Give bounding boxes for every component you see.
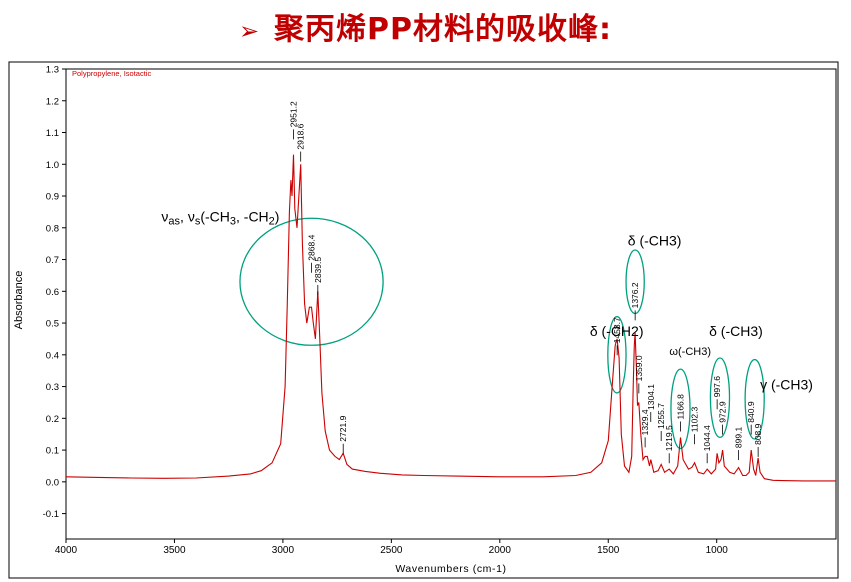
peak-label: 1102.3 (690, 407, 700, 433)
spectrum-line (65, 154, 836, 482)
peak-label: 997.6 (712, 376, 722, 398)
y-tick-label: 1.2 (46, 96, 59, 107)
y-tick-label: 0.0 (46, 477, 59, 488)
x-tick-label: 1500 (597, 545, 620, 556)
peak-label: 1166.8 (676, 394, 686, 420)
x-tick-label: 1000 (706, 545, 729, 556)
x-tick-label: 3000 (272, 545, 295, 556)
band-ellipse (670, 368, 691, 450)
axis-ticks: 4000 3500 3000 2500 2000 1500 1000 -0.1 0.0 0.1 0.… (43, 65, 729, 557)
y-tick-label: 0.9 (46, 192, 59, 203)
y-axis-label: Absorbance (13, 271, 25, 330)
x-tick-label: 2500 (380, 545, 403, 556)
page-title: ➢ 聚丙烯PP材料的吸收峰: (0, 4, 851, 48)
y-tick-label: 0.4 (46, 350, 59, 361)
x-axis-label: Wavenumbers (cm-1) (395, 563, 506, 575)
bullet-arrow-icon: ➢ (238, 17, 261, 45)
y-tick-label: 1.0 (46, 160, 59, 171)
y-tick-label: -0.1 (43, 509, 59, 520)
chart-outer-frame (8, 61, 839, 579)
peak-label: 840.9 (746, 401, 756, 423)
x-tick-label: 2000 (489, 545, 512, 556)
y-tick-label: 1.1 (46, 128, 59, 139)
band-annotations: νas, νs(-CH3, -CH2) δ (-CH3) δ (-CH2) ω(-CH… (161, 208, 813, 392)
band-ellipse (607, 316, 627, 394)
peak-label: 808.9 (753, 423, 763, 445)
x-tick-label: 4000 (55, 545, 78, 556)
peak-label: 1359.0 (634, 355, 644, 381)
band-ellipse (709, 357, 731, 439)
band-annotation-label: γ (-CH3) (760, 377, 813, 393)
peak-label: 2839.5 (313, 257, 323, 283)
peak-label: 2868.4 (307, 234, 317, 260)
band-ellipse (239, 217, 384, 346)
series-label: Polypropylene, Isotactic (72, 69, 151, 78)
page-title-text: 聚丙烯PP材料的吸收峰: (274, 12, 613, 47)
peak-label: 2951.2 (289, 101, 299, 127)
peak-label: 1255.7 (656, 403, 666, 429)
y-tick-label: 1.3 (46, 65, 59, 76)
peak-label: 972.9 (718, 401, 728, 423)
peak-label: 1458.7 (612, 317, 622, 343)
peak-label: 2721.9 (338, 415, 348, 441)
annotation-ellipses (239, 217, 765, 450)
band-annotation-label: δ (-CH3) (628, 232, 682, 248)
y-tick-label: 0.5 (46, 319, 59, 330)
y-tick-label: 0.3 (46, 382, 59, 393)
peak-label: 1376.2 (630, 282, 640, 308)
y-tick-label: 0.7 (46, 255, 59, 266)
band-annotation-label: ω(-CH3) (669, 346, 711, 358)
y-tick-label: 0.6 (46, 287, 59, 298)
y-tick-label: 0.8 (46, 223, 59, 234)
band-ellipse (744, 358, 765, 440)
plot-area (65, 68, 837, 540)
band-annotation-label: δ (-CH2) (590, 323, 644, 339)
peak-label: 1329.4 (640, 409, 650, 435)
y-tick-label: 0.2 (46, 414, 59, 425)
peak-label: 1219.5 (664, 425, 674, 451)
peak-label: 1304.1 (646, 384, 656, 410)
band-annotation-label: νas, νs(-CH3, -CH2) (161, 208, 279, 227)
x-tick-label: 3500 (163, 545, 186, 556)
band-annotation-label: δ (-CH3) (709, 323, 763, 339)
y-tick-label: 0.1 (46, 446, 59, 457)
peak-label: 899.1 (734, 427, 744, 449)
peak-label: 2918.6 (296, 123, 306, 149)
peak-label: 1044.4 (702, 425, 712, 451)
